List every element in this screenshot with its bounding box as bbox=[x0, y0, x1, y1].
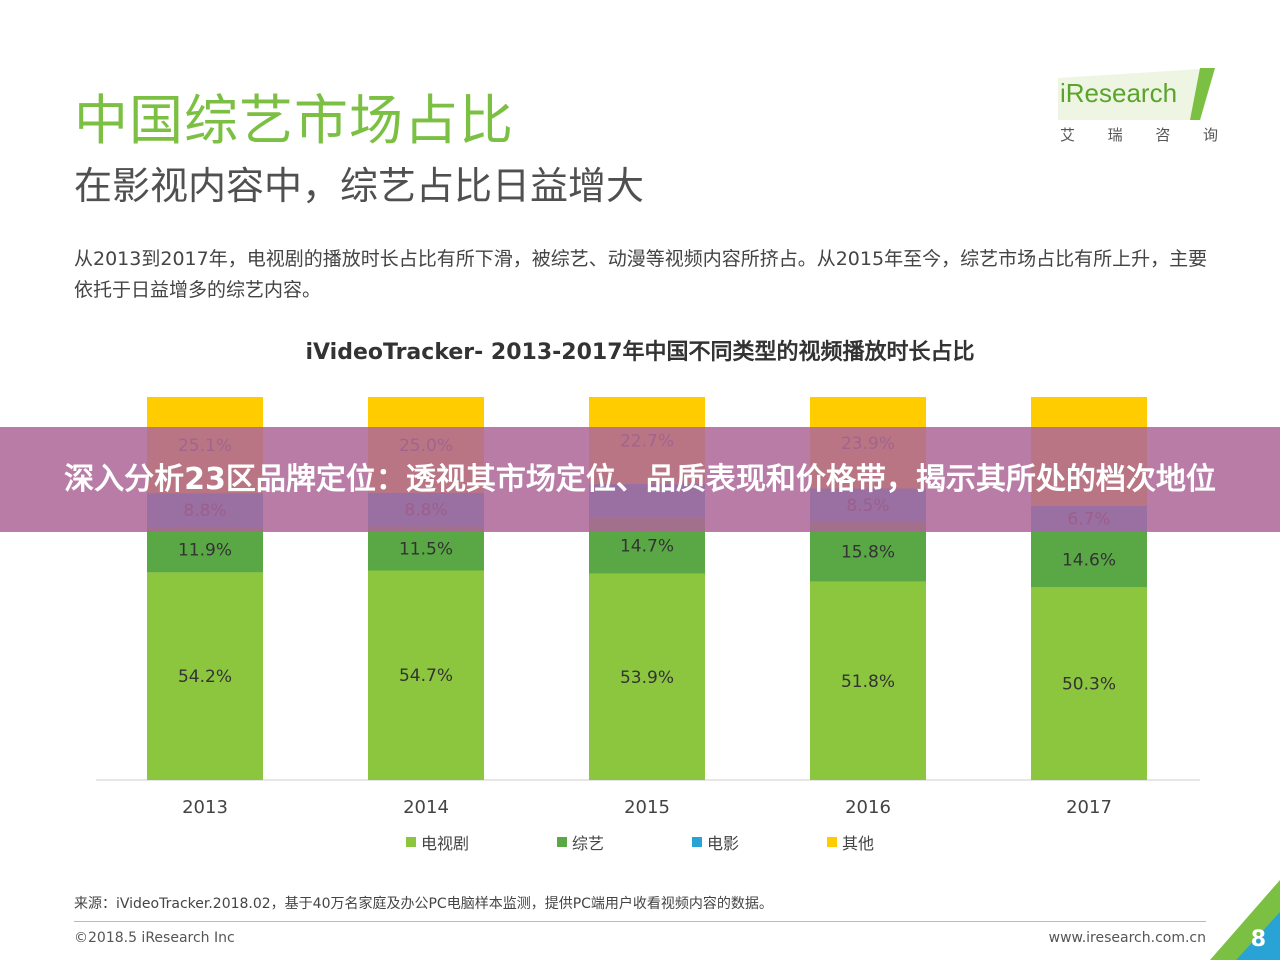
legend-swatch bbox=[405, 837, 416, 847]
website-link[interactable]: www.iresearch.com.cn bbox=[1048, 930, 1206, 946]
iresearch-logo: iResearch 艾 瑞 咨 询 bbox=[1050, 64, 1225, 159]
x-tick-label: 2017 bbox=[1066, 797, 1112, 818]
bar-segment bbox=[147, 526, 263, 573]
x-tick-label: 2016 bbox=[845, 797, 891, 818]
chart-title: iVideoTracker- 2013-2017年中国不同类型的视频播放时长占比 bbox=[305, 340, 975, 365]
overlay-banner: 深入分析23区品牌定位：透视其市场定位、品质表现和价格带，揭示其所处的档次地位 bbox=[0, 427, 1280, 532]
bar-segment bbox=[368, 526, 484, 571]
data-label: 11.9% bbox=[178, 541, 232, 561]
footer-divider bbox=[74, 921, 1206, 922]
bar-segment bbox=[368, 570, 484, 780]
logo-char: 艾 bbox=[1060, 126, 1076, 144]
x-tick-label: 2014 bbox=[403, 797, 449, 818]
logo-wordmark: iResearch bbox=[1060, 78, 1178, 108]
legend-label: 电影 bbox=[707, 834, 740, 853]
data-label: 15.8% bbox=[841, 542, 895, 562]
legend-swatch bbox=[827, 837, 838, 847]
x-tick-label: 2013 bbox=[182, 797, 228, 818]
legend-swatch bbox=[556, 837, 567, 847]
legend-item: 综艺 bbox=[556, 830, 604, 854]
logo-chinese-chars: 艾 瑞 咨 询 bbox=[1060, 124, 1218, 145]
source-note: 来源：iVideoTracker.2018.02，基于40万名家庭及办公PC电脑… bbox=[74, 896, 773, 912]
chart-legend: 电视剧 综艺 电影 其他 bbox=[0, 830, 1280, 854]
legend-item: 电影 bbox=[692, 830, 739, 854]
bar-segment bbox=[147, 572, 263, 780]
bar-segment bbox=[1031, 531, 1147, 588]
logo-char: 咨 bbox=[1155, 126, 1171, 144]
data-label: 54.2% bbox=[178, 667, 232, 687]
bar-segment bbox=[589, 573, 705, 780]
legend-item: 电视剧 bbox=[405, 830, 469, 854]
data-label: 14.7% bbox=[620, 536, 674, 556]
logo-char: 瑞 bbox=[1107, 126, 1123, 144]
data-label: 54.7% bbox=[399, 666, 453, 686]
x-tick-label: 2015 bbox=[624, 797, 670, 818]
page-subtitle: 在影视内容中，综艺占比日益增大 bbox=[74, 164, 645, 208]
legend-label: 其他 bbox=[842, 834, 875, 853]
data-label: 51.8% bbox=[841, 672, 895, 692]
legend-item: 其他 bbox=[827, 830, 874, 854]
description-text: 从2013到2017年，电视剧的播放时长占比有所下滑，被综艺、动漫等视频内容所挤… bbox=[74, 248, 1208, 301]
copyright-text: ©2018.5 iResearch Inc bbox=[74, 930, 235, 946]
corner-decoration-accent bbox=[1236, 912, 1280, 960]
data-label: 53.9% bbox=[620, 668, 674, 688]
data-label: 14.6% bbox=[1062, 550, 1116, 570]
legend-swatch bbox=[692, 837, 702, 847]
bar-segment bbox=[810, 581, 926, 780]
legend-label: 电视剧 bbox=[420, 834, 469, 853]
page-number: 8 bbox=[1250, 927, 1266, 952]
data-label: 50.3% bbox=[1062, 675, 1116, 695]
data-label: 11.5% bbox=[399, 539, 453, 559]
logo-banner-shape bbox=[1058, 68, 1215, 120]
logo-char: 询 bbox=[1202, 126, 1218, 144]
bar-segment bbox=[1031, 587, 1147, 780]
legend-label: 综艺 bbox=[571, 834, 604, 853]
page-title: 中国综艺市场占比 bbox=[74, 89, 514, 152]
banner-text: 深入分析23区品牌定位：透视其市场定位、品质表现和价格带，揭示其所处的档次地位 bbox=[64, 461, 1216, 497]
